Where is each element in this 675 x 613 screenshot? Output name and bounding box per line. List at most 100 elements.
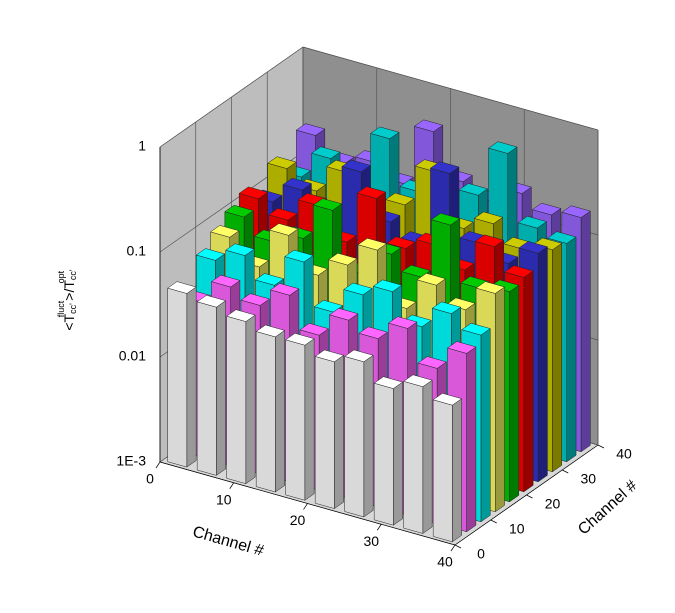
y-title-sup: opt: [56, 270, 66, 283]
bar-top: [328, 308, 359, 321]
y-title-sub: cc': [68, 303, 78, 314]
axis-line: [159, 461, 456, 546]
bar-top: [385, 192, 415, 206]
depth-tick-label: 0: [477, 546, 485, 562]
bar-top: [267, 156, 297, 169]
bar-right-face: [216, 300, 226, 476]
y-tick-label: 0.1: [127, 243, 147, 259]
bar-top: [238, 186, 269, 200]
bar-right-face: [334, 354, 344, 510]
bar-top: [430, 212, 461, 226]
bar-top: [344, 349, 374, 363]
bar-right-face: [580, 210, 591, 453]
bar-top: [429, 161, 460, 174]
bar-top: [358, 326, 389, 339]
bar-top: [196, 295, 227, 308]
bar-top: [284, 249, 314, 263]
bar-top: [403, 374, 433, 387]
bar-front-face: [226, 315, 247, 485]
bar-top: [458, 183, 489, 196]
x-axis-title: Channel #: [191, 524, 266, 560]
bar-top: [240, 293, 271, 306]
bar: [344, 349, 374, 518]
bar-top: [387, 316, 418, 329]
tick-mark: [303, 503, 308, 510]
tick-mark: [376, 524, 382, 531]
y-title-sub: cc': [68, 269, 78, 280]
bar-front-face: [255, 331, 276, 493]
bar-right-face: [480, 328, 491, 523]
bar-top: [561, 205, 591, 218]
tick-mark: [155, 461, 161, 469]
bar-right-face: [494, 286, 505, 513]
bar-right-face: [304, 338, 315, 501]
tick-mark: [597, 444, 605, 449]
bar-top: [432, 393, 463, 406]
bar: [432, 393, 463, 543]
bar-top: [285, 333, 315, 346]
bar-front-face: [344, 356, 365, 518]
bar-front-face: [167, 287, 188, 468]
bar-top: [356, 186, 387, 199]
bar-right-face: [245, 314, 256, 485]
bar-right-face: [275, 329, 285, 493]
bar: [314, 349, 345, 510]
y-tick-label: 1E-3: [116, 453, 146, 469]
bar-top: [268, 223, 299, 236]
bar-top: [473, 211, 504, 225]
bar-top: [518, 241, 549, 254]
y-title-part: >/T: [61, 280, 77, 301]
bar-top: [461, 322, 491, 336]
bar: [226, 309, 256, 485]
bar-top: [417, 356, 448, 369]
bar-top: [268, 208, 298, 221]
bar-top: [517, 215, 548, 229]
bar-top: [386, 236, 416, 249]
bar-top: [210, 274, 241, 288]
bar-top: [431, 301, 462, 314]
bar-right-face: [452, 398, 462, 543]
bar-top: [446, 341, 477, 354]
bar-top: [413, 119, 444, 132]
tick-mark: [450, 544, 456, 552]
x-tick-label: 30: [363, 533, 379, 549]
y-tick-label: 0.01: [119, 348, 146, 364]
y-title-sup: fluct: [56, 300, 66, 317]
bar-top: [255, 324, 286, 338]
depth-tick-label: 40: [616, 446, 632, 462]
bar-top: [504, 265, 534, 278]
bar-top: [314, 349, 345, 363]
bar-top: [343, 282, 373, 296]
bar-right-face: [509, 284, 520, 503]
bar-top: [487, 141, 518, 154]
bar-top: [313, 299, 344, 313]
bar: [196, 295, 227, 476]
bar-top: [209, 225, 240, 238]
bar-right-face: [523, 270, 534, 493]
tick-mark: [454, 544, 462, 549]
bar: [255, 324, 286, 493]
bar-top: [269, 283, 300, 296]
bar-top: [167, 281, 197, 294]
tick-mark: [229, 482, 235, 489]
bar: [373, 376, 404, 526]
bar-front-face: [314, 356, 335, 509]
depth-tick-label: 20: [545, 496, 561, 512]
x-tick-label: 0: [146, 471, 154, 487]
x-tick-label: 10: [216, 491, 232, 507]
bar-top: [416, 273, 447, 286]
y-title-part: <T: [61, 313, 77, 330]
bar: [403, 374, 433, 534]
x-tick-label: 20: [290, 512, 306, 528]
bar-top: [195, 248, 226, 261]
tick-mark: [490, 519, 497, 524]
bar-right-face: [186, 286, 197, 468]
bar-right-face: [537, 246, 548, 483]
bar-top: [282, 177, 313, 191]
depth-tick-label: 30: [580, 471, 596, 487]
bar-front-face: [373, 382, 394, 526]
bar-right-face: [552, 242, 562, 473]
bar-front-face: [196, 301, 217, 476]
bar-front-face: [285, 339, 306, 501]
